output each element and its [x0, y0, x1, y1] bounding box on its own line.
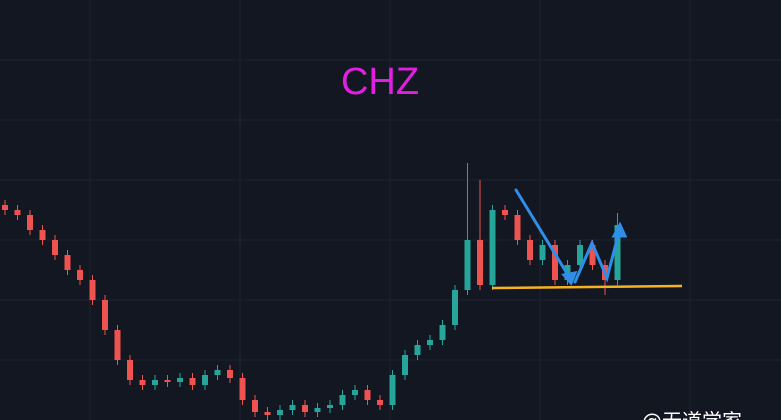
candle-body	[114, 330, 121, 360]
candle-body	[189, 378, 196, 385]
candle-body	[477, 240, 483, 285]
candle-body	[39, 230, 46, 240]
candle-body	[614, 225, 621, 280]
candle-body	[552, 245, 558, 280]
candle-body	[427, 340, 433, 345]
candle-body	[164, 380, 171, 382]
candle-body	[89, 280, 96, 300]
candle-body	[227, 370, 233, 378]
candle-body	[127, 360, 133, 380]
candle-body	[364, 390, 371, 400]
candle-body	[152, 380, 158, 385]
candle-body	[77, 270, 83, 280]
candle-body	[2, 205, 8, 210]
watermark: @无道学家	[642, 409, 742, 420]
candle-body	[252, 400, 258, 412]
candle-body	[64, 255, 71, 270]
candle-body	[464, 240, 471, 290]
candle-body	[52, 240, 58, 255]
candle-body	[514, 215, 521, 240]
candle-body	[527, 240, 533, 260]
candle-body	[14, 210, 21, 215]
candle-body	[277, 410, 283, 415]
candle-body	[214, 370, 221, 375]
chart-title: CHZ	[341, 61, 419, 103]
candle-body	[339, 395, 346, 405]
candle-body	[177, 378, 183, 382]
support-line	[491, 284, 683, 290]
candle-body	[352, 390, 358, 395]
candle-body	[489, 210, 496, 285]
pattern-arrows	[514, 188, 628, 286]
candle-body	[452, 290, 458, 325]
candle-body	[139, 380, 146, 385]
candle-body	[202, 375, 208, 385]
candle-body	[502, 210, 508, 215]
candle-body	[239, 378, 246, 400]
candle-body	[314, 408, 321, 412]
candle-body	[389, 375, 396, 405]
candle-body	[264, 412, 271, 415]
candle-body	[289, 405, 296, 410]
candle-body	[589, 245, 596, 265]
candle-body	[439, 325, 446, 340]
candle-body	[27, 215, 33, 230]
candle-body	[539, 245, 546, 260]
candle-body	[302, 405, 308, 412]
candle-body	[377, 400, 383, 405]
candles	[2, 163, 621, 420]
candle-body	[577, 245, 583, 265]
candle-body	[402, 355, 408, 375]
candle-body	[102, 300, 108, 330]
candle-body	[414, 345, 421, 355]
candle-body	[327, 405, 333, 408]
